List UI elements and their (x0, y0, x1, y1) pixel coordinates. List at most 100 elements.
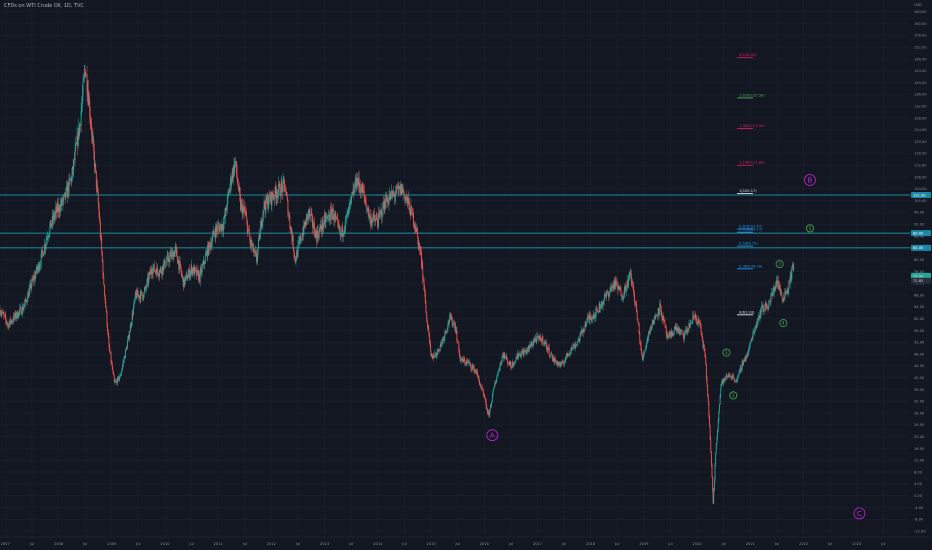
candle-body (353, 186, 355, 195)
candle-body (607, 291, 609, 295)
candle-body (37, 263, 39, 269)
candle-body (613, 283, 615, 289)
candle-body (390, 193, 392, 200)
horizontal-lines[interactable] (0, 194, 910, 249)
candle-body (616, 281, 618, 284)
candle-body (576, 342, 578, 345)
price-axis-tick-label: 156.00 (914, 34, 927, 38)
candle-body (733, 375, 734, 378)
candle-body (692, 315, 694, 323)
wave-label-circle[interactable] (805, 224, 814, 233)
candle-body (313, 223, 315, 234)
candle-body (209, 244, 211, 249)
candle-body (461, 357, 463, 360)
candle-body (779, 284, 781, 293)
candle-body (227, 193, 229, 197)
candle-body (546, 347, 548, 350)
candle-body (181, 274, 183, 276)
wave-label-circle[interactable] (779, 319, 788, 328)
wave-label-circle[interactable] (775, 260, 784, 269)
candle-body (324, 215, 326, 217)
candle-body (78, 128, 80, 136)
candle-body (351, 195, 353, 197)
candle-body (137, 290, 139, 296)
candle-body (85, 74, 87, 76)
candle-body (343, 229, 345, 234)
candle-body (22, 306, 24, 311)
wave-label-circle[interactable] (486, 429, 499, 442)
candle-body (546, 342, 548, 350)
price-axis-tick-label: 164.00 (914, 10, 927, 14)
candle-body (41, 250, 43, 254)
candle-body (401, 185, 403, 193)
candle-body (241, 204, 243, 205)
candle-body (0, 313, 2, 315)
candle-body (16, 311, 18, 318)
candle-body (145, 287, 147, 289)
candle-body (467, 361, 469, 363)
candle-body (223, 215, 225, 224)
candle-body (617, 286, 619, 290)
candle-body (2, 311, 4, 313)
candle-body (773, 287, 775, 292)
candle-body (683, 332, 684, 337)
candle-body (434, 353, 436, 357)
candle-body (655, 315, 657, 317)
candle-body (345, 216, 347, 217)
candle-body (242, 204, 243, 216)
candle-body (436, 352, 438, 357)
candle-body (321, 229, 323, 231)
candle-body (667, 335, 669, 339)
wave-label-circle[interactable] (722, 348, 731, 357)
candle-body (727, 375, 729, 378)
candle-body (611, 286, 613, 289)
candle-body (790, 273, 792, 276)
candle-body (408, 198, 410, 205)
candle-body (510, 365, 512, 368)
candle-body (140, 291, 142, 292)
candle-body (601, 301, 603, 305)
candle-body (509, 361, 511, 365)
candle-body (98, 203, 99, 207)
candle-body (595, 308, 597, 318)
candle-body (383, 202, 385, 209)
candle-body (148, 275, 150, 283)
elliott-wave-labels[interactable]: A B C 1 2 3 4 5 (486, 174, 866, 520)
candle-body (475, 370, 477, 373)
candle-body (568, 353, 569, 356)
candle-body (262, 213, 264, 223)
candle-body (715, 443, 717, 445)
wave-label-circle[interactable] (804, 174, 816, 186)
candle-body (380, 210, 382, 212)
candle-body (788, 281, 790, 289)
wave-label-circle[interactable] (853, 507, 866, 520)
candle-body (518, 355, 519, 358)
candle-body (491, 394, 493, 402)
candle-body (757, 318, 759, 323)
candle-body (23, 308, 25, 311)
candle-body (544, 341, 546, 343)
time-axis-tick-label: Jul (242, 542, 247, 546)
candle-body (464, 360, 466, 364)
candle-body (650, 326, 652, 328)
candle-body (619, 287, 621, 290)
wave-label-circle[interactable] (729, 391, 738, 400)
candle-body (743, 359, 745, 363)
price-axis-tick-label: 52.00 (914, 341, 925, 345)
candle-body (508, 362, 510, 365)
candle-body (348, 207, 350, 215)
time-axis[interactable]: 2007 Jul 2008 Jul 2009 Jul 2010 Jul 2011 Jul 2012 J… (0, 536, 932, 550)
candle-body (101, 251, 103, 261)
candle-body (723, 378, 725, 381)
candle-body (743, 359, 745, 362)
candle-body (555, 361, 557, 362)
candle-body (220, 224, 222, 227)
candle-body (397, 186, 399, 189)
candle-body (619, 287, 621, 291)
candle-body (420, 251, 422, 252)
candle-body (480, 385, 482, 388)
candle-body (639, 342, 641, 344)
fibonacci-extension[interactable]: 2(148.93) 1.618(133.58) 1.382(123.56) 1.146… (737, 53, 765, 316)
price-axis[interactable]: USD 164.00 160.00 156.00 152.00 148.00 144.00 1… (910, 0, 932, 550)
